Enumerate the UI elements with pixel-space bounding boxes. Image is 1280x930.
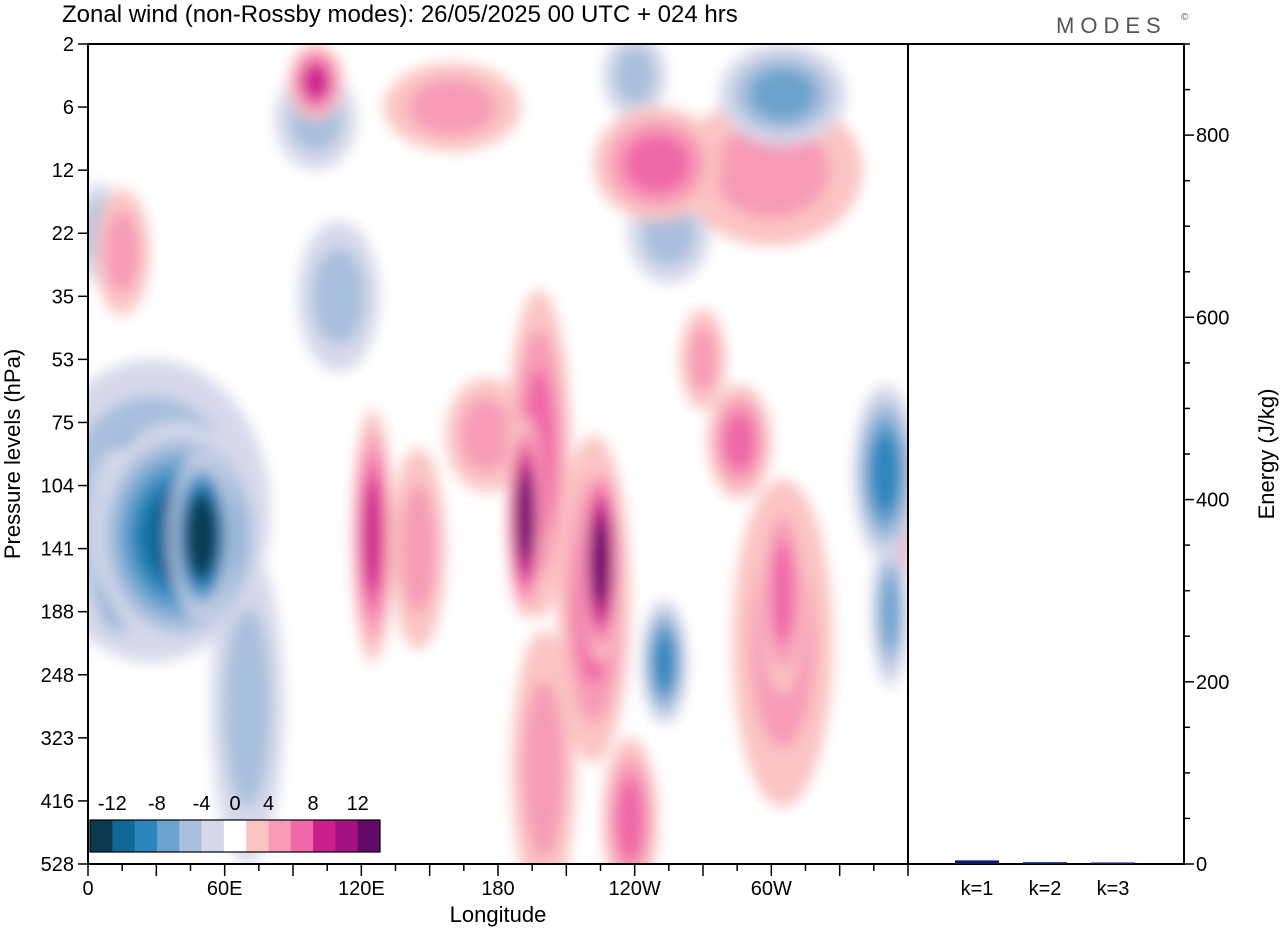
wind-contour-34-7 [189,504,215,568]
y-tick-label: 22 [52,223,74,245]
y-tick-label: 141 [41,539,74,561]
colorbar-swatch [134,820,158,852]
wind-contour-0-2 [224,605,271,808]
energy-axis-ticks: 0 200 400 600 800 [1184,43,1229,876]
x-tick-label: 120W [609,878,661,900]
wind-contour-12-2 [460,398,513,472]
colorbar-swatch [268,820,292,852]
y-tick-label: 6 [63,97,74,119]
colorbar-label: 8 [308,793,319,815]
colorbar-labels: -12 -8 -4 0 4 8 12 [98,793,369,815]
y-tick-label: 12 [52,160,74,182]
colorbar-label: 12 [347,793,369,815]
y-axis-ticks: 2 6 12 22 35 53 75 104 141 188 248 323 416 528 [41,34,88,876]
wind-contour-8-2 [104,211,140,293]
x-tick-label: 60E [207,878,243,900]
colorbar-swatch [223,820,247,852]
wind-contours [88,44,908,864]
energy-tick-label: 600 [1196,307,1229,329]
wind-contour-16-3 [880,572,900,652]
colorbar-swatch [112,820,136,852]
chart-title: Zonal wind (non-Rossby modes): 26/05/202… [62,1,738,28]
y-tick-label: 188 [41,602,74,624]
colorbar-swatch [179,820,203,852]
wavenumber-ticks: k=1 k=2 k=3 [961,878,1130,900]
wind-contour-32-6 [518,476,533,558]
wind-contour-19-3 [624,134,691,194]
logo-mark: © [1181,12,1189,23]
wind-contour-17-3 [749,68,816,121]
wind-contour-2-2 [312,247,365,345]
wind-contour-10-2 [614,47,656,104]
wind-contour-11-2 [400,483,436,614]
colorbar-swatch [156,820,180,852]
zonal-wind-heatmap [88,44,908,864]
wind-contour-26-4 [653,633,675,692]
colorbar-swatch [290,820,314,852]
wind-contour-25-3 [770,540,795,646]
x-tick-label: 120E [338,878,385,900]
x-axis-ticks: 0 60E 120E 180 120W 60W [82,864,909,900]
y-tick-label: 323 [41,728,74,750]
y-tick-label: 2 [63,34,74,56]
colorbar-label: -4 [193,793,211,815]
wavenumber-label: k=2 [1029,878,1062,900]
wind-contour-24-3 [615,777,645,863]
y-tick-label: 416 [41,791,74,813]
colorbar-label: 4 [263,793,274,815]
y-tick-label: 104 [41,476,74,498]
energy-tick-label: 800 [1196,125,1229,147]
x-tick-label: 180 [481,878,514,900]
colorbar-swatch [246,820,269,852]
colorbar-label: -12 [98,793,127,815]
wind-contour-27-4 [870,432,900,514]
colorbar-frame [89,819,381,853]
colorbar-swatch [335,820,359,852]
energy-tick-label: 200 [1196,672,1229,694]
y-tick-label: 248 [41,665,74,687]
wind-contour-33-6 [592,520,609,602]
energy-bar-k=3 [1091,862,1135,864]
energy-panel-frame [907,43,1185,865]
colorbar-label: 0 [229,793,240,815]
wavenumber-label: k=1 [961,878,994,900]
wind-contour-28-4 [363,478,383,594]
x-axis-label: Longitude [450,902,547,927]
wind-contour-29-4 [303,64,329,100]
colorbar-swatch [201,820,225,852]
wind-contour-13-2 [688,327,718,392]
x-tick-label: 60W [751,878,792,900]
energy-bar-k=2 [1023,862,1067,864]
energy-tick-label: 0 [1196,854,1207,876]
colorbar-swatch [357,820,381,852]
energy-axis-label: Energy (J/kg) [1254,389,1279,520]
wind-contour-6-2 [713,121,830,219]
energy-bars [955,860,1135,864]
y-tick-label: 528 [41,854,74,876]
wind-contour-14-2 [408,78,497,136]
x-tick-label: 0 [82,878,93,900]
colorbar-swatch [90,820,113,852]
wind-contour-4-2 [523,680,564,859]
wavenumber-label: k=3 [1097,878,1130,900]
y-tick-label: 75 [52,412,74,434]
y-axis-label: Pressure levels (hPa) [0,349,25,559]
colorbar [89,819,381,853]
y-tick-label: 53 [52,349,74,371]
energy-tick-label: 400 [1196,490,1229,512]
colorbar-swatch [313,820,336,852]
wind-contour-18-3 [722,411,757,471]
y-tick-label: 35 [52,286,74,308]
modes-logo: MODES [1056,13,1167,38]
energy-bar-k=1 [955,860,999,864]
colorbar-label: -8 [148,793,166,815]
